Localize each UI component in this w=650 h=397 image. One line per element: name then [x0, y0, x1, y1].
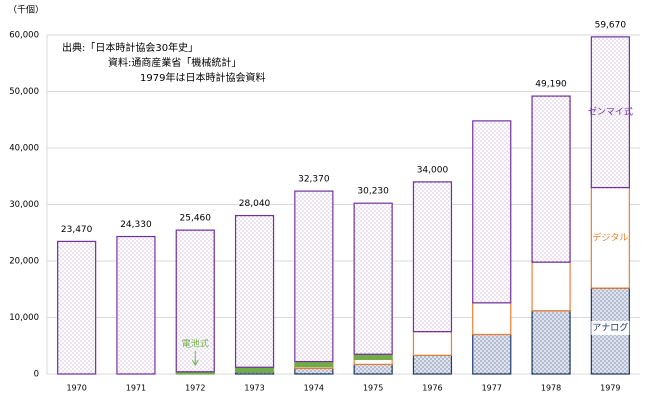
bar-segment: [57, 240, 97, 375]
x-tick-label: 1979: [600, 384, 620, 393]
bar-segment: [234, 214, 275, 368]
source-note: 資料:通商産業省「機械統計」: [108, 56, 241, 69]
total-label: 28,040: [239, 199, 271, 209]
total-label: 23,470: [61, 225, 93, 235]
y-tick-label: 0: [34, 370, 39, 380]
x-tick-label: 1977: [482, 384, 502, 393]
unit-label: （千個）: [8, 4, 44, 16]
y-tick-label: 60,000: [9, 31, 39, 41]
bar-segment: [531, 261, 571, 312]
total-label: 59,670: [595, 20, 627, 30]
total-label: 49,190: [535, 80, 567, 90]
source-note: 1979年は日本時計協会資料: [140, 71, 265, 84]
bar-segment: [590, 36, 630, 189]
y-tick-label: 50,000: [9, 87, 39, 97]
bar-segment: [472, 302, 512, 336]
series-label: デジタル: [592, 232, 628, 244]
arrow-head: [191, 359, 199, 366]
x-tick-label: 1975: [363, 384, 383, 393]
bar-segment: [531, 310, 571, 375]
x-tick-label: 1976: [422, 384, 442, 393]
bar-segment: [294, 190, 334, 363]
total-label: 25,460: [180, 214, 212, 224]
total-label: 24,330: [120, 220, 152, 230]
bar-segment: [294, 367, 334, 375]
series-label: 電池式: [182, 338, 209, 350]
bar-segment: [234, 366, 275, 373]
label-box: [591, 321, 630, 335]
x-tick-label: 1971: [126, 384, 146, 393]
bar-segment: [412, 354, 453, 375]
bar-segment: [353, 363, 393, 375]
x-tick-label: 1972: [185, 384, 205, 393]
bar-segment: [412, 181, 453, 333]
x-tick-label: 1970: [66, 384, 86, 393]
x-tick-label: 1973: [244, 384, 264, 393]
y-tick-label: 30,000: [9, 200, 39, 210]
y-tick-label: 40,000: [9, 144, 39, 154]
x-tick-label: 1974: [304, 384, 324, 393]
bar-segment: [353, 353, 393, 360]
bar-segment: [412, 331, 453, 356]
bar-segment: [472, 333, 512, 375]
bar-segment: [116, 235, 156, 375]
bar-segment: [175, 229, 215, 373]
bar-segment: [472, 120, 512, 304]
y-tick-label: 10,000: [9, 313, 39, 323]
total-label: 34,000: [417, 165, 449, 175]
bar-segment: [353, 358, 393, 365]
bar-segment: [590, 186, 630, 289]
series-label: アナログ: [592, 322, 628, 334]
y-tick-label: 20,000: [9, 257, 39, 267]
bar-segment: [353, 202, 393, 355]
total-label: 32,370: [298, 175, 330, 185]
source-note: 出典:「日本時計協会30年史」: [62, 41, 198, 54]
bar-segment: [531, 95, 571, 263]
x-tick-label: 1978: [541, 384, 561, 393]
total-label: 30,230: [357, 187, 389, 197]
series-label: ゼンマイ式: [588, 106, 633, 118]
bar-segment: [294, 360, 334, 368]
